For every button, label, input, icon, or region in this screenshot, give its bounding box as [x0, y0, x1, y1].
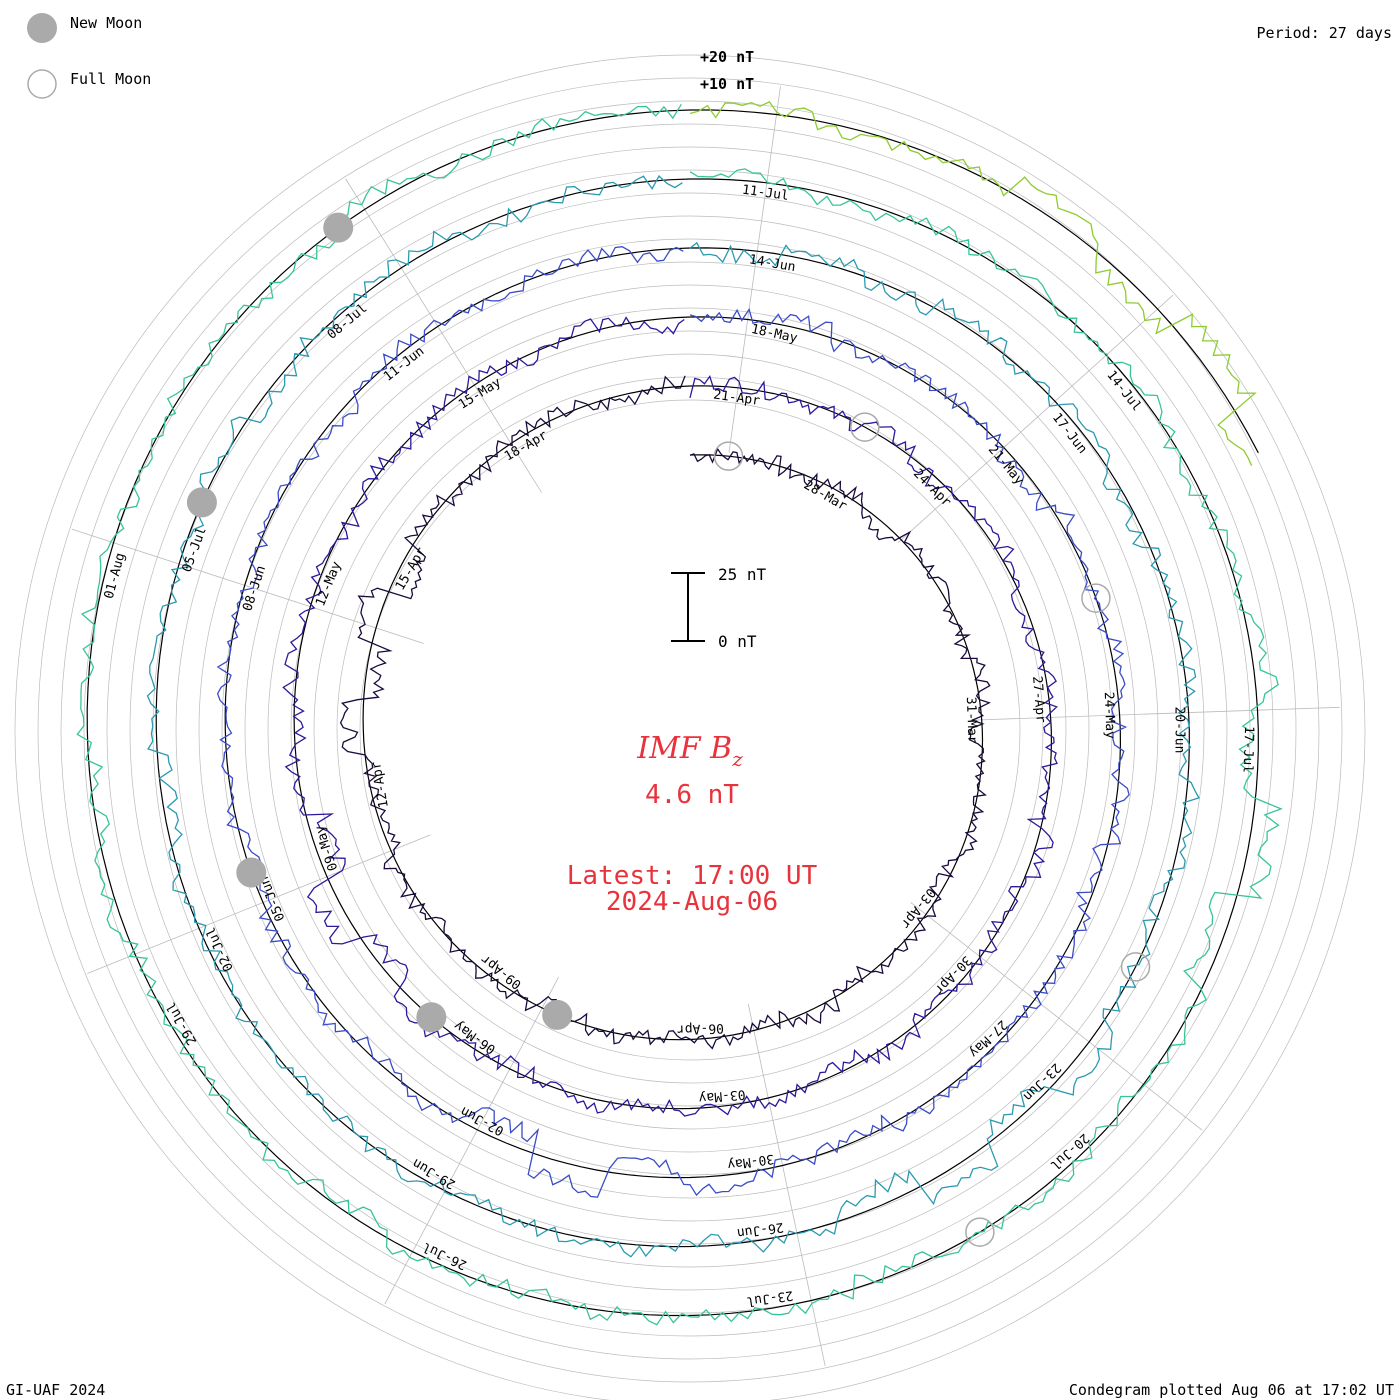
- date-label: 26-Jun: [736, 1219, 785, 1240]
- grid-spoke: [728, 86, 781, 453]
- date-label: 09-Apr: [478, 951, 524, 992]
- date-label: 15-May: [456, 375, 504, 413]
- grid-ring: [290, 330, 1090, 1130]
- turn-1-trace: [339, 375, 991, 1050]
- full-moon-marker: [965, 1217, 995, 1247]
- full-moon-legend-label: Full Moon: [70, 70, 151, 88]
- grid-ring: [267, 307, 1113, 1153]
- date-label: 30-May: [726, 1151, 775, 1172]
- grid-spoke: [345, 178, 542, 493]
- grid-spoke: [969, 706, 1340, 721]
- new-moon-icon: [27, 13, 57, 43]
- date-label: 17-Jul: [1240, 726, 1257, 773]
- period-label: Period: 27 days: [1257, 24, 1392, 42]
- grid-ring: [313, 353, 1067, 1107]
- scale-plus10-label: +10 nT: [700, 75, 754, 93]
- grid-ring: [37, 77, 1343, 1383]
- date-label: 31-Mar: [963, 696, 980, 744]
- date-label: 01-Aug: [102, 551, 129, 600]
- full-moon-marker: [1081, 583, 1111, 613]
- new-moon-marker: [416, 1002, 447, 1033]
- baseline-spiral-path: [86, 109, 1259, 1317]
- date-label: 18-May: [750, 322, 799, 346]
- date-label: 27-Apr: [1029, 675, 1048, 723]
- grid-spokes: [71, 86, 1340, 1366]
- scale-plus20-label: +20 nT: [700, 48, 754, 66]
- date-label: 23-Jul: [745, 1287, 794, 1308]
- footer-credit: GI-UAF 2024: [6, 1381, 105, 1399]
- date-label: 06-Apr: [677, 1020, 725, 1037]
- grid-ring: [336, 376, 1044, 1084]
- turn-6-trace: [689, 100, 1257, 466]
- baseline-spiral: [86, 109, 1259, 1317]
- new-moon-marker: [186, 487, 217, 518]
- current-value: 4.6 nT: [645, 780, 739, 810]
- grid-spoke: [384, 977, 559, 1305]
- full-moon-marker: [1120, 952, 1151, 982]
- grid-ring: [106, 146, 1274, 1314]
- full-moon-icon: [27, 69, 57, 99]
- latest-time: Latest: 17:00 UT: [567, 861, 818, 891]
- date-label: 15-Apr: [393, 545, 430, 593]
- grid-spoke: [87, 834, 431, 974]
- grid-spoke: [897, 294, 1174, 543]
- date-label: 09-May: [312, 823, 341, 872]
- grid-ring: [175, 215, 1205, 1245]
- grid-spoke: [747, 1003, 826, 1366]
- date-label: 11-Jul: [741, 183, 790, 204]
- grid-ring: [198, 238, 1182, 1222]
- date-label: 29-Jun: [410, 1155, 458, 1191]
- date-label: 03-May: [698, 1086, 746, 1105]
- turn-4-trace: [146, 175, 1200, 1258]
- grid-spoke: [910, 902, 1203, 1131]
- date-label: 08-Jun: [240, 564, 269, 613]
- imf-title: IMF Bz: [636, 731, 743, 771]
- turn-5-trace: [76, 103, 1283, 1326]
- grid-ring: [359, 399, 1021, 1061]
- latest-date: 2024-Aug-06: [606, 887, 778, 917]
- grid-ring: [60, 100, 1320, 1360]
- full-moon-marker: [850, 412, 880, 442]
- grid-ring: [129, 169, 1251, 1291]
- footer-plot-time: Condegram plotted Aug 06 at 17:02 UT: [1069, 1381, 1394, 1399]
- grid-ring: [152, 192, 1228, 1268]
- date-label: 21-Apr: [712, 388, 761, 409]
- grid-rings: [14, 54, 1366, 1400]
- new-moon-legend-label: New Moon: [70, 14, 142, 32]
- date-label: 28-Mar: [801, 478, 849, 515]
- full-moon-marker: [713, 441, 744, 471]
- date-label: 03-Apr: [897, 885, 938, 931]
- new-moon-marker: [542, 999, 573, 1030]
- scale-bar: 25 nT 0 nT: [671, 565, 767, 651]
- grid-ring: [14, 54, 1366, 1400]
- grid-ring: [221, 261, 1159, 1199]
- grid-ring: [244, 284, 1136, 1176]
- date-label: 24-May: [1101, 692, 1118, 740]
- moon-markers: [186, 212, 1151, 1247]
- turn-2-trace: [282, 316, 1058, 1117]
- data-traces: [76, 100, 1283, 1326]
- new-moon-marker: [323, 212, 354, 243]
- date-label: 20-Jun: [1171, 706, 1186, 753]
- scale-bar-top-label: 25 nT: [718, 565, 767, 584]
- new-moon-marker: [236, 857, 267, 888]
- scale-bar-bottom-label: 0 nT: [718, 632, 757, 651]
- grid-ring: [83, 123, 1297, 1337]
- turn-3-trace: [216, 246, 1130, 1198]
